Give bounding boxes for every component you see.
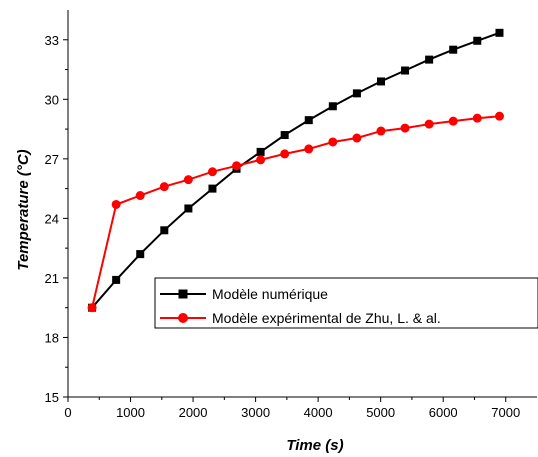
data-point	[208, 184, 217, 193]
data-point	[494, 111, 504, 121]
y-tick-label: 33	[45, 33, 59, 48]
legend-marker-numerique	[178, 289, 188, 299]
data-point	[352, 133, 362, 143]
data-point	[136, 250, 145, 259]
data-point	[256, 155, 266, 165]
legend-marker-experimental	[178, 313, 188, 323]
x-tick-label: 6000	[429, 405, 458, 420]
x-tick-label: 7000	[491, 405, 520, 420]
legend-box	[154, 277, 538, 329]
series-0	[88, 28, 504, 312]
data-point	[400, 123, 410, 133]
data-point	[280, 149, 290, 159]
data-point	[472, 113, 482, 123]
data-point	[449, 45, 458, 54]
plot-area	[67, 10, 537, 398]
y-tick-label: 24	[45, 211, 59, 226]
data-point	[112, 275, 121, 284]
x-axis-title: Time (s)	[286, 437, 343, 454]
data-point	[183, 175, 193, 185]
x-tick-label: 0	[64, 405, 71, 420]
data-point	[160, 226, 169, 235]
x-tick-label: 1000	[116, 405, 145, 420]
data-point	[401, 66, 410, 75]
series-layer	[87, 28, 504, 313]
y-tick-label: 18	[45, 330, 59, 345]
legend-label-numerique: Modèle numérique	[212, 286, 328, 302]
data-point	[135, 191, 145, 201]
data-point	[280, 131, 289, 140]
x-tick-label: 4000	[304, 405, 333, 420]
data-point	[425, 55, 434, 64]
data-point	[232, 161, 242, 171]
data-point	[328, 137, 338, 147]
data-point	[207, 167, 217, 177]
axis-ticks: 0 1000 2000 3000 4000 5000 6000 7000 15 18 21 24 27 3…	[45, 33, 521, 420]
data-point	[424, 119, 434, 129]
data-point	[87, 303, 97, 313]
x-tick-label: 3000	[241, 405, 270, 420]
data-point	[376, 77, 385, 86]
data-point	[376, 126, 386, 136]
data-point	[111, 199, 121, 209]
data-point	[448, 116, 458, 126]
y-tick-label: 15	[45, 390, 59, 405]
y-tick-label: 21	[45, 271, 59, 286]
legend-label-experimental: Modèle expérimental de Zhu, L. & al.	[212, 310, 441, 326]
data-point	[184, 204, 193, 213]
data-point	[473, 36, 482, 45]
x-tick-label: 2000	[179, 405, 208, 420]
data-point	[495, 28, 504, 37]
data-point	[304, 116, 313, 125]
legend: Modèle numérique Modèle expérimental de …	[154, 277, 538, 329]
data-point	[304, 144, 314, 154]
series-1	[87, 111, 504, 313]
y-axis-title: Temperature (°C)	[15, 149, 32, 270]
y-tick-label: 30	[45, 92, 59, 107]
series-line	[91, 31, 500, 309]
y-tick-label: 27	[45, 152, 59, 167]
data-point	[328, 102, 337, 111]
data-point	[159, 182, 169, 192]
data-point	[352, 89, 361, 98]
x-tick-label: 5000	[366, 405, 395, 420]
data-point	[256, 147, 265, 156]
